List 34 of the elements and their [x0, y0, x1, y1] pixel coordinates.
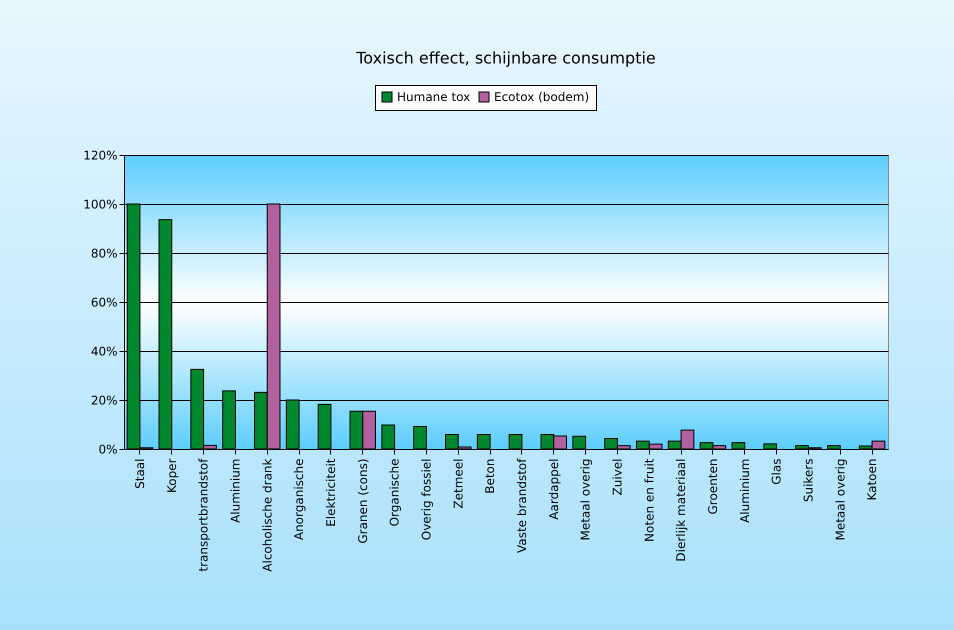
x-tick-label: Alcoholische drank	[260, 458, 274, 572]
x-tick-label: Granen (cons)	[356, 458, 370, 544]
y-tick-label: 40%	[90, 344, 118, 358]
x-tick-label: Aluminium	[738, 458, 752, 523]
x-tick-label: Dierlijk materiaal	[674, 458, 688, 562]
x-tick-label: Groenten	[706, 458, 720, 514]
y-tick-label: 0%	[98, 442, 118, 456]
chart-title: Toxisch effect, schijnbare consumptie	[355, 48, 656, 68]
legend-label: Humane tox	[397, 90, 470, 104]
y-tick-label: 80%	[90, 246, 118, 260]
x-tick-label: Staal	[132, 458, 147, 489]
x-tick-label: Katoen	[865, 458, 880, 501]
y-tick-label: 120%	[83, 148, 118, 162]
x-tick-label: Glas	[770, 458, 784, 485]
x-tick-label: transportbrandstof	[196, 458, 211, 572]
x-tick-label: Suikers	[801, 458, 816, 502]
x-tick-label: Organische	[388, 458, 402, 526]
x-tick-label: Beton	[483, 458, 498, 494]
x-tick-label: Noten en fruit	[642, 458, 656, 542]
x-tick-label: Zuivel	[610, 458, 624, 496]
x-tick-label: Anorganische	[292, 458, 306, 540]
x-tick-label: Koper	[164, 458, 179, 494]
x-tick-label: Elektriciteit	[324, 458, 338, 527]
x-tick-label: Vaste brandstof	[514, 458, 529, 553]
x-tick-label: Aardappel	[546, 458, 561, 520]
x-tick-label: Aluminium	[228, 458, 242, 523]
y-tick-label: 20%	[90, 394, 118, 408]
x-tick-label: Zetmeel	[451, 458, 466, 509]
x-tick-label: Metaal overig	[833, 458, 848, 541]
legend-label: Ecotox (bodem)	[494, 90, 590, 104]
y-tick-label: 100%	[83, 198, 118, 212]
y-tick-label: 60%	[90, 296, 118, 310]
x-tick-label: Metaal overig	[578, 458, 593, 541]
x-tick-label: Overig fossiel	[419, 458, 434, 540]
